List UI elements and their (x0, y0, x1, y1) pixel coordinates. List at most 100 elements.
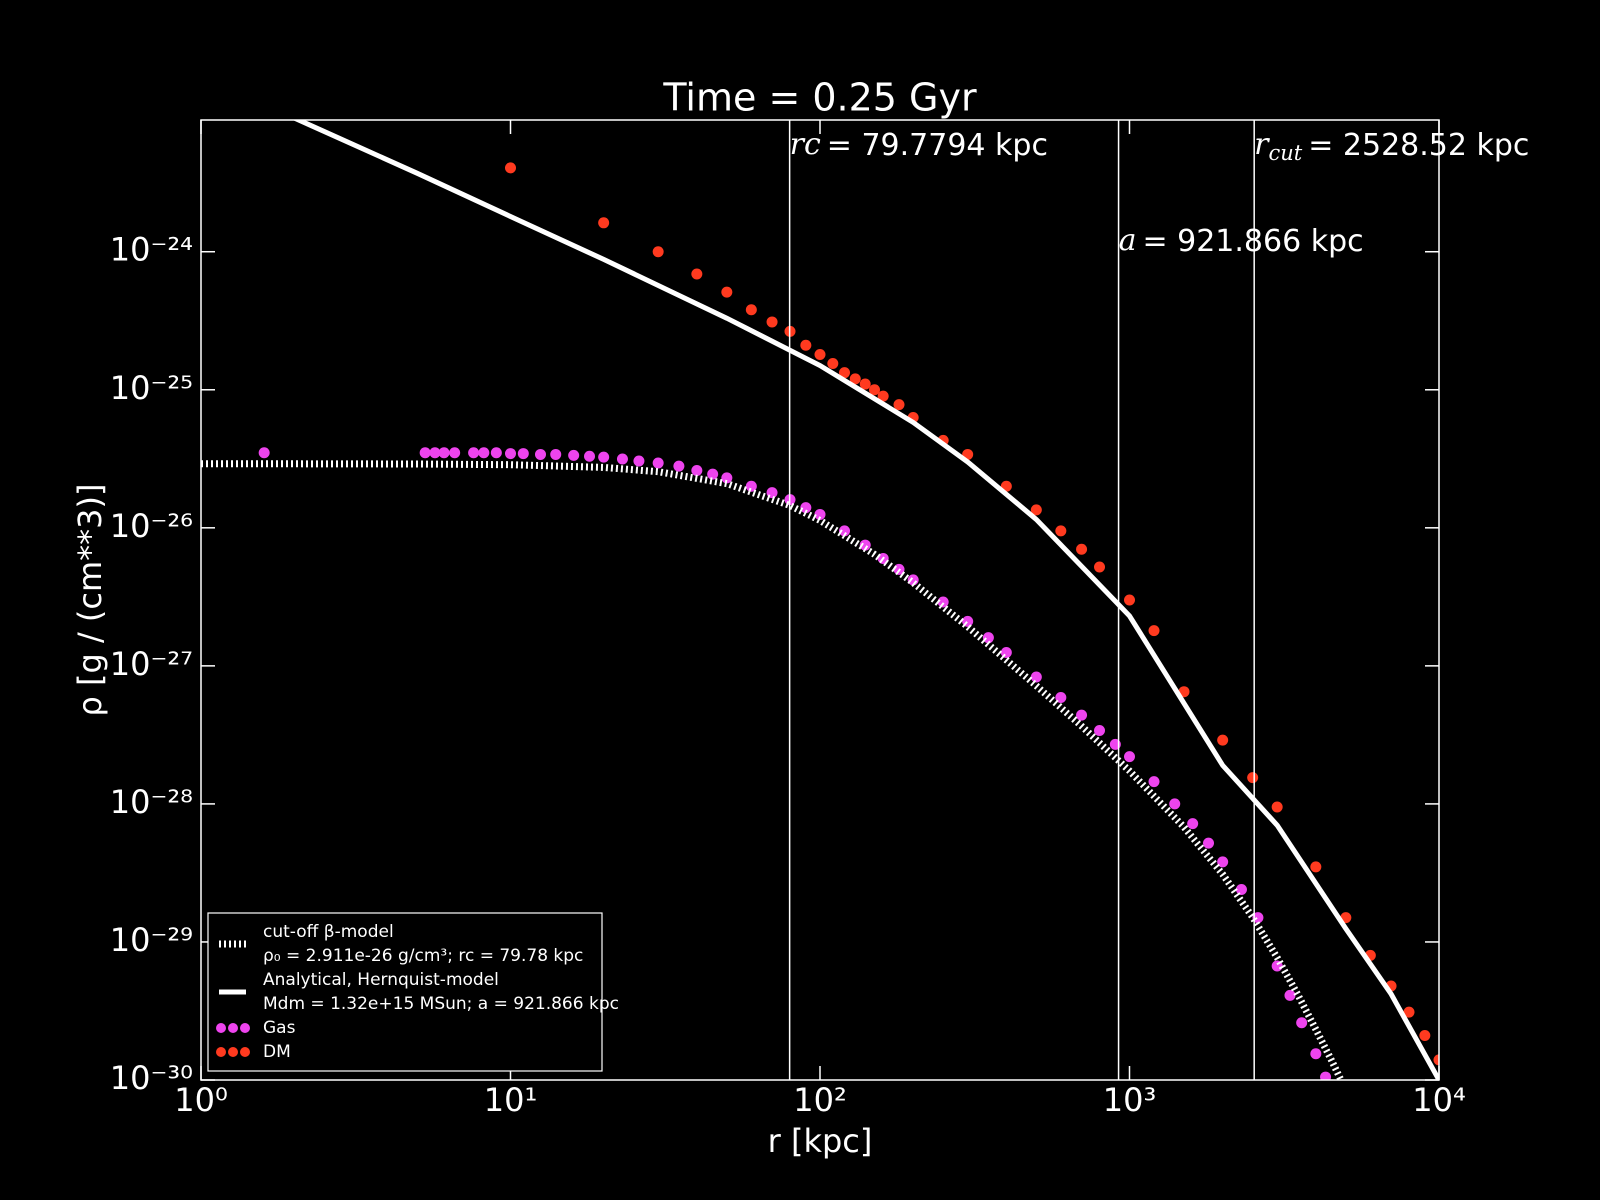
scatter-point (1247, 772, 1259, 784)
scatter-point (1419, 1030, 1431, 1042)
scatter-point (982, 632, 994, 644)
scatter-point (893, 399, 905, 411)
scatter-point (1433, 1054, 1439, 1066)
x-tick-label: 10⁰ (174, 1081, 228, 1119)
scatter-point (438, 447, 450, 459)
scatter-point (869, 384, 881, 396)
scatter-point (1235, 883, 1247, 895)
scatter-point (1094, 725, 1106, 737)
scatter-point (1217, 734, 1229, 746)
scatter-point (1252, 912, 1264, 924)
scatter-point (429, 447, 441, 459)
scatter-point (449, 447, 461, 459)
scatter-point (1403, 1006, 1415, 1018)
scatter-point (707, 468, 719, 480)
annotation: rcut = 2528.52 kpc (1254, 127, 1529, 165)
legend-marker (228, 1047, 238, 1057)
y-tick-label: 10⁻³⁰ (110, 1059, 193, 1097)
legend-marker (228, 1023, 238, 1033)
scatter-point (877, 390, 889, 402)
x-tick-label: 10¹ (484, 1081, 538, 1119)
scatter-point (258, 447, 270, 459)
plot-area (201, 120, 1439, 1080)
scatter-point (745, 304, 757, 316)
scatter-point (478, 447, 490, 459)
annotation-symbol: rc (790, 127, 821, 162)
legend-label-detail: Mdm = 1.32e+15 MSun; a = 921.866 kpc (263, 994, 619, 1014)
annotation-text: = 79.7794 kpc (827, 128, 1048, 163)
scatter-point (1030, 504, 1042, 516)
legend-label-detail: ρ₀ = 2.911e-26 g/cm³; rc = 79.78 kpc (263, 946, 583, 966)
model-line (292, 120, 1439, 1080)
scatter-point (1310, 861, 1322, 873)
scatter-point (1124, 751, 1135, 763)
scatter-point (633, 455, 645, 467)
annotation: rc = 79.7794 kpc (790, 127, 1048, 163)
scatter-point (505, 162, 516, 174)
legend-marker (240, 1023, 250, 1033)
y-tick-label: 10⁻²⁵ (110, 369, 193, 407)
scatter-point (584, 450, 596, 462)
x-axis-label: r [kpc] (768, 1122, 873, 1160)
dotted-model-line (201, 460, 1345, 1080)
scatter-point (937, 596, 949, 608)
scatter-point (800, 502, 812, 514)
scatter-point (598, 217, 610, 229)
scatter-point (1055, 691, 1067, 703)
scatter-point (568, 449, 580, 461)
annotation-text: = 921.866 kpc (1142, 224, 1363, 259)
scatter-point (616, 453, 628, 465)
scatter-point (814, 349, 826, 361)
annotation-subscript: cut (1269, 141, 1303, 165)
scatter-point (1076, 543, 1088, 555)
scatter-point (534, 448, 546, 460)
scatter-point (419, 447, 431, 459)
scatter-point (721, 472, 733, 484)
annotation-symbol: a (1119, 223, 1137, 258)
scatter-point (1169, 798, 1181, 810)
scatter-point (1187, 818, 1199, 830)
scatter-point (1124, 594, 1135, 606)
scatter-point (1094, 561, 1106, 573)
scatter-point (1148, 776, 1160, 788)
scatter-point (1148, 625, 1160, 637)
scatter-point (1284, 989, 1296, 1001)
scatter-point (859, 539, 871, 551)
x-tick-label: 10³ (1103, 1081, 1157, 1119)
y-tick-label: 10⁻²⁷ (110, 645, 193, 683)
y-tick-label: 10⁻²⁴ (110, 231, 193, 269)
y-tick-label: 10⁻²⁹ (110, 921, 193, 959)
scatter-point (1203, 837, 1215, 849)
scatter-point (839, 525, 851, 537)
scatter-point (652, 457, 664, 469)
scatter-point (1030, 671, 1042, 683)
scatter-point (517, 448, 529, 460)
scatter-point (598, 451, 610, 463)
scatter-point (673, 460, 685, 472)
scatter-point (766, 316, 778, 328)
scatter-point (652, 246, 664, 258)
annotation-symbol: r (1254, 127, 1270, 162)
y-axis-label: ρ [g / (cm**3)] (71, 484, 109, 717)
scatter-point (721, 286, 733, 298)
scatter-point (468, 447, 480, 459)
scatter-point (691, 465, 703, 477)
legend-label: Analytical, Hernquist-model (263, 970, 499, 990)
legend-box (207, 912, 603, 1072)
annotation-text: = 2528.52 kpc (1308, 128, 1529, 163)
legend-label: cut-off β-model (263, 922, 394, 942)
y-tick-label: 10⁻²⁸ (110, 783, 193, 821)
legend-marker (240, 1047, 250, 1057)
scatter-point (1055, 525, 1067, 537)
legend-label: Gas (263, 1018, 296, 1038)
scatter-point (800, 339, 812, 351)
scatter-point (839, 367, 851, 379)
scatter-point (849, 373, 861, 385)
scatter-point (1296, 1017, 1308, 1029)
legend-marker (216, 1023, 226, 1033)
scatter-point (1271, 801, 1283, 813)
scatter-point (859, 378, 871, 390)
scatter-point (814, 508, 826, 520)
scatter-point (1076, 709, 1088, 721)
